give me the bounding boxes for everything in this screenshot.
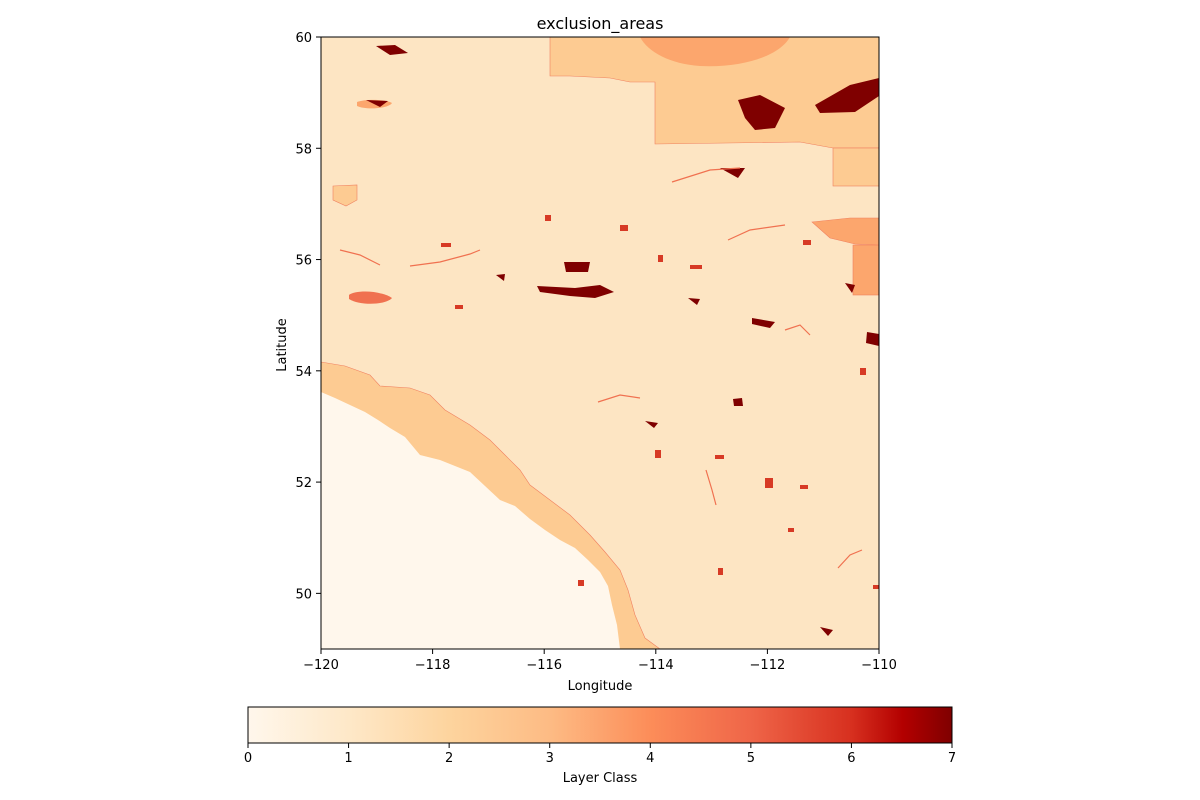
- map-frame: [320, 36, 880, 650]
- class-5-lakes: [441, 215, 879, 589]
- x-tick-label: −110: [861, 658, 897, 673]
- colorbar-tick-label: 7: [948, 751, 956, 766]
- x-tick-label: −116: [526, 658, 562, 673]
- colorbar-tick-label: 1: [344, 751, 352, 766]
- colorbar-tick-label: 0: [244, 751, 252, 766]
- colorbar-label: Layer Class: [563, 771, 638, 786]
- class-4-features: [339, 167, 863, 569]
- east-edge-band-a: [832, 147, 879, 187]
- x-axis-label: Longitude: [568, 679, 633, 694]
- east-lake-district: [811, 217, 879, 246]
- colorbar: [247, 706, 953, 744]
- y-axis-ticks: 50 52 54 56 58 60: [295, 31, 321, 602]
- y-axis-label: Latitude: [275, 318, 290, 372]
- x-axis-ticks: −120 −118 −116 −114 −112 −110: [303, 649, 897, 673]
- y-tick-label: 50: [295, 587, 312, 602]
- mountain-region: [321, 392, 620, 649]
- x-tick-label: −114: [638, 658, 674, 673]
- colorbar-tick-label: 2: [445, 751, 453, 766]
- y-tick-label: 56: [295, 254, 312, 269]
- colorbar-tick-label: 6: [847, 751, 855, 766]
- west-lake-area: [349, 291, 392, 304]
- x-tick-label: −120: [303, 658, 339, 673]
- y-tick-label: 54: [295, 365, 312, 380]
- colorbar-tick-label: 3: [546, 751, 554, 766]
- west-patch: [332, 184, 358, 207]
- north-arc-class-3: [640, 37, 790, 67]
- colorbar-tick-label: 5: [747, 751, 755, 766]
- northern-exclusion-block: [549, 37, 879, 149]
- y-tick-label: 58: [295, 142, 312, 157]
- y-tick-label: 60: [295, 31, 312, 46]
- x-tick-label: −118: [415, 658, 451, 673]
- x-tick-label: −112: [750, 658, 786, 673]
- colorbar-tick-label: 4: [646, 751, 654, 766]
- class-7-exclusions: [366, 45, 879, 636]
- map-plot-area: [321, 37, 879, 649]
- map-title: exclusion_areas: [537, 14, 664, 34]
- east-edge-band-b: [852, 244, 879, 296]
- y-tick-label: 52: [295, 476, 312, 491]
- colorbar-ticks: 0 1 2 3 4 5 6 7: [244, 743, 956, 766]
